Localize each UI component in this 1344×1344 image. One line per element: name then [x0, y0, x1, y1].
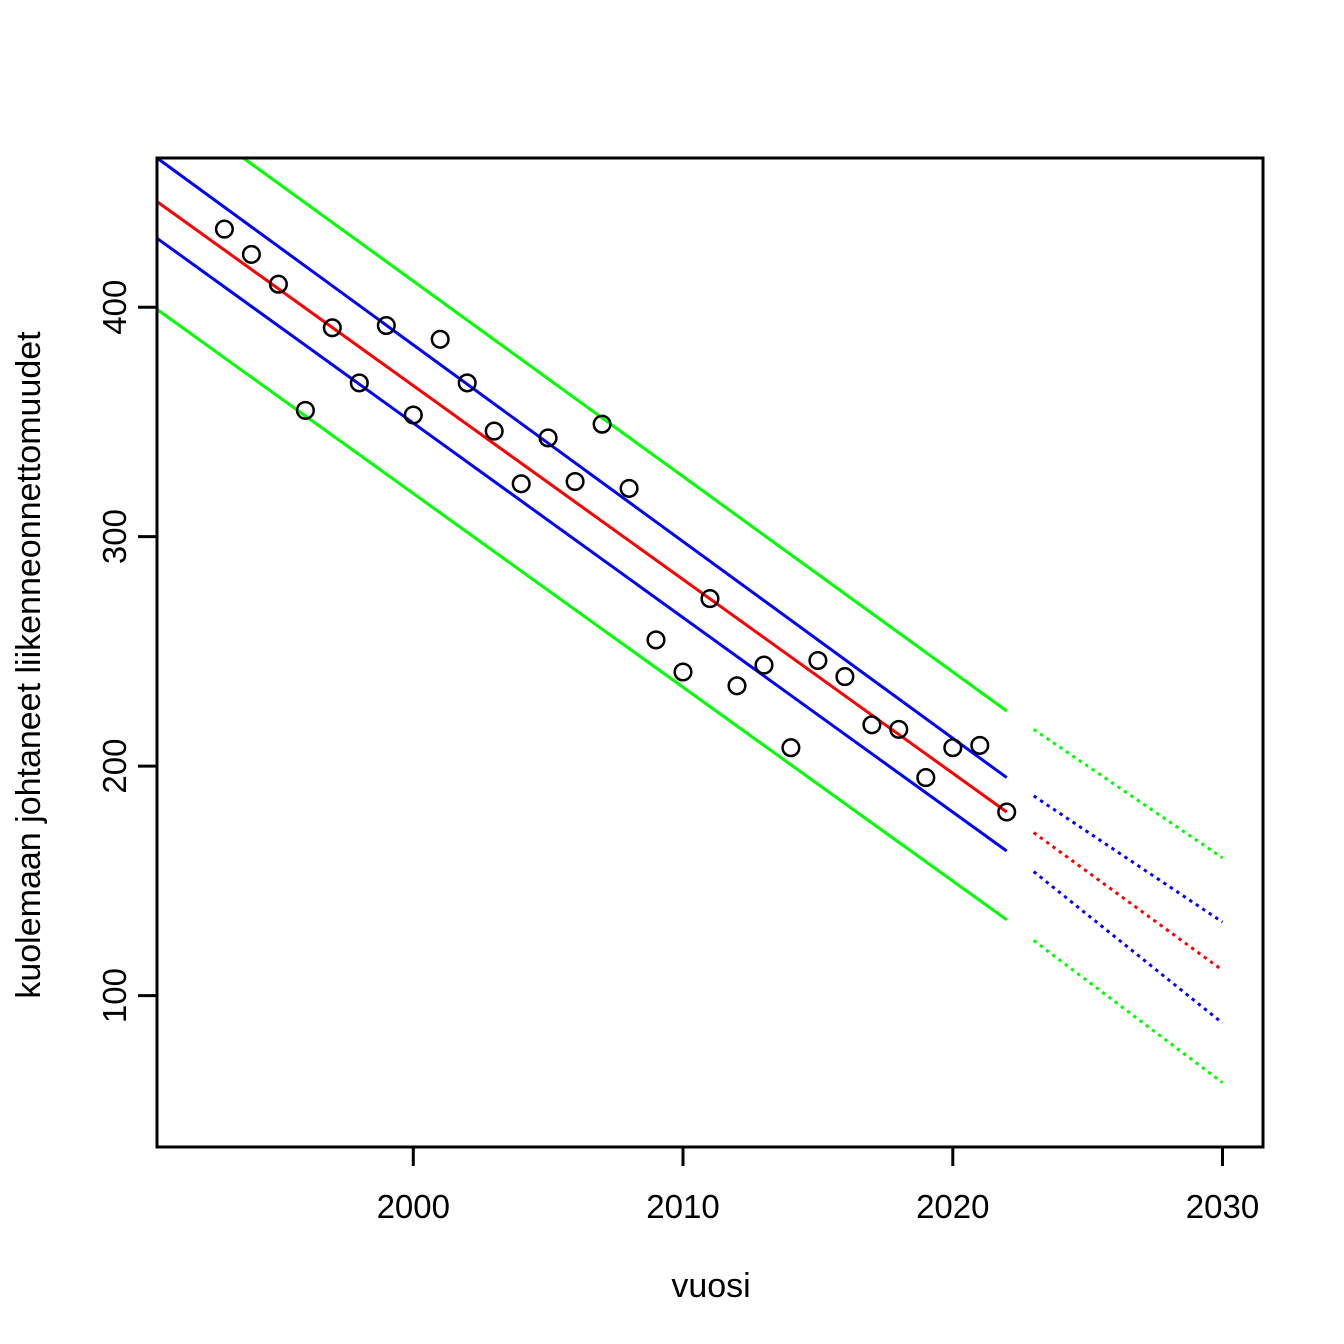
plot-box	[155, 156, 1265, 1149]
y-tick-label: 300	[96, 509, 133, 564]
data-point	[376, 315, 396, 336]
confidence-lower-line	[156, 237, 1008, 853]
prediction-lower-line	[156, 308, 1008, 922]
x-tick-label: 2030	[1186, 1188, 1259, 1225]
series-lines-group	[156, 156, 1224, 1084]
data-point	[538, 428, 558, 448]
x-tick-label: 2000	[377, 1188, 450, 1225]
data-point	[322, 318, 342, 338]
y-tick-label: 200	[96, 739, 133, 794]
prediction-upper-forecast-line	[1032, 728, 1224, 860]
data-point	[808, 650, 828, 671]
data-point	[214, 219, 234, 239]
data-point	[430, 329, 450, 349]
data-point	[754, 655, 774, 675]
axes-group: 2000 2010 2020 2030 100 200 300 400	[96, 156, 1265, 1225]
data-point	[565, 471, 585, 492]
data-point	[970, 735, 990, 755]
data-point	[835, 667, 855, 687]
data-point	[727, 676, 747, 696]
data-point	[916, 768, 936, 788]
prediction-lower-forecast-line	[1032, 939, 1224, 1084]
x-tick-label: 2010	[646, 1188, 719, 1225]
data-point	[295, 400, 315, 420]
confidence-upper-forecast-line	[1032, 794, 1224, 924]
data-point	[862, 715, 882, 735]
data-point	[511, 474, 531, 494]
x-axis-label: vuosi	[671, 1267, 750, 1305]
data-point	[619, 478, 639, 498]
regression-fit-line	[156, 200, 1008, 814]
data-points-group	[214, 219, 1017, 822]
data-point	[241, 244, 261, 264]
data-point	[673, 662, 693, 682]
y-tick-label: 400	[96, 280, 133, 335]
y-tick-label: 100	[96, 968, 133, 1023]
data-point	[403, 405, 423, 425]
data-point	[646, 630, 666, 650]
regression-fit-forecast-line	[1032, 831, 1224, 972]
x-tick-label: 2020	[916, 1188, 989, 1225]
data-point	[997, 802, 1017, 822]
prediction-upper-line	[242, 156, 1008, 713]
data-point	[592, 414, 612, 434]
data-point	[268, 274, 288, 294]
data-point	[781, 738, 801, 758]
data-point	[700, 589, 720, 609]
confidence-lower-forecast-line	[1032, 870, 1224, 1025]
data-point	[889, 719, 909, 739]
data-point	[484, 421, 504, 441]
y-axis-label: kuolemaan johtaneet liikenneonnettomuude…	[10, 331, 48, 999]
data-point	[457, 373, 477, 393]
data-point	[943, 738, 963, 758]
confidence-upper-line	[156, 156, 1008, 779]
data-point	[349, 373, 369, 393]
